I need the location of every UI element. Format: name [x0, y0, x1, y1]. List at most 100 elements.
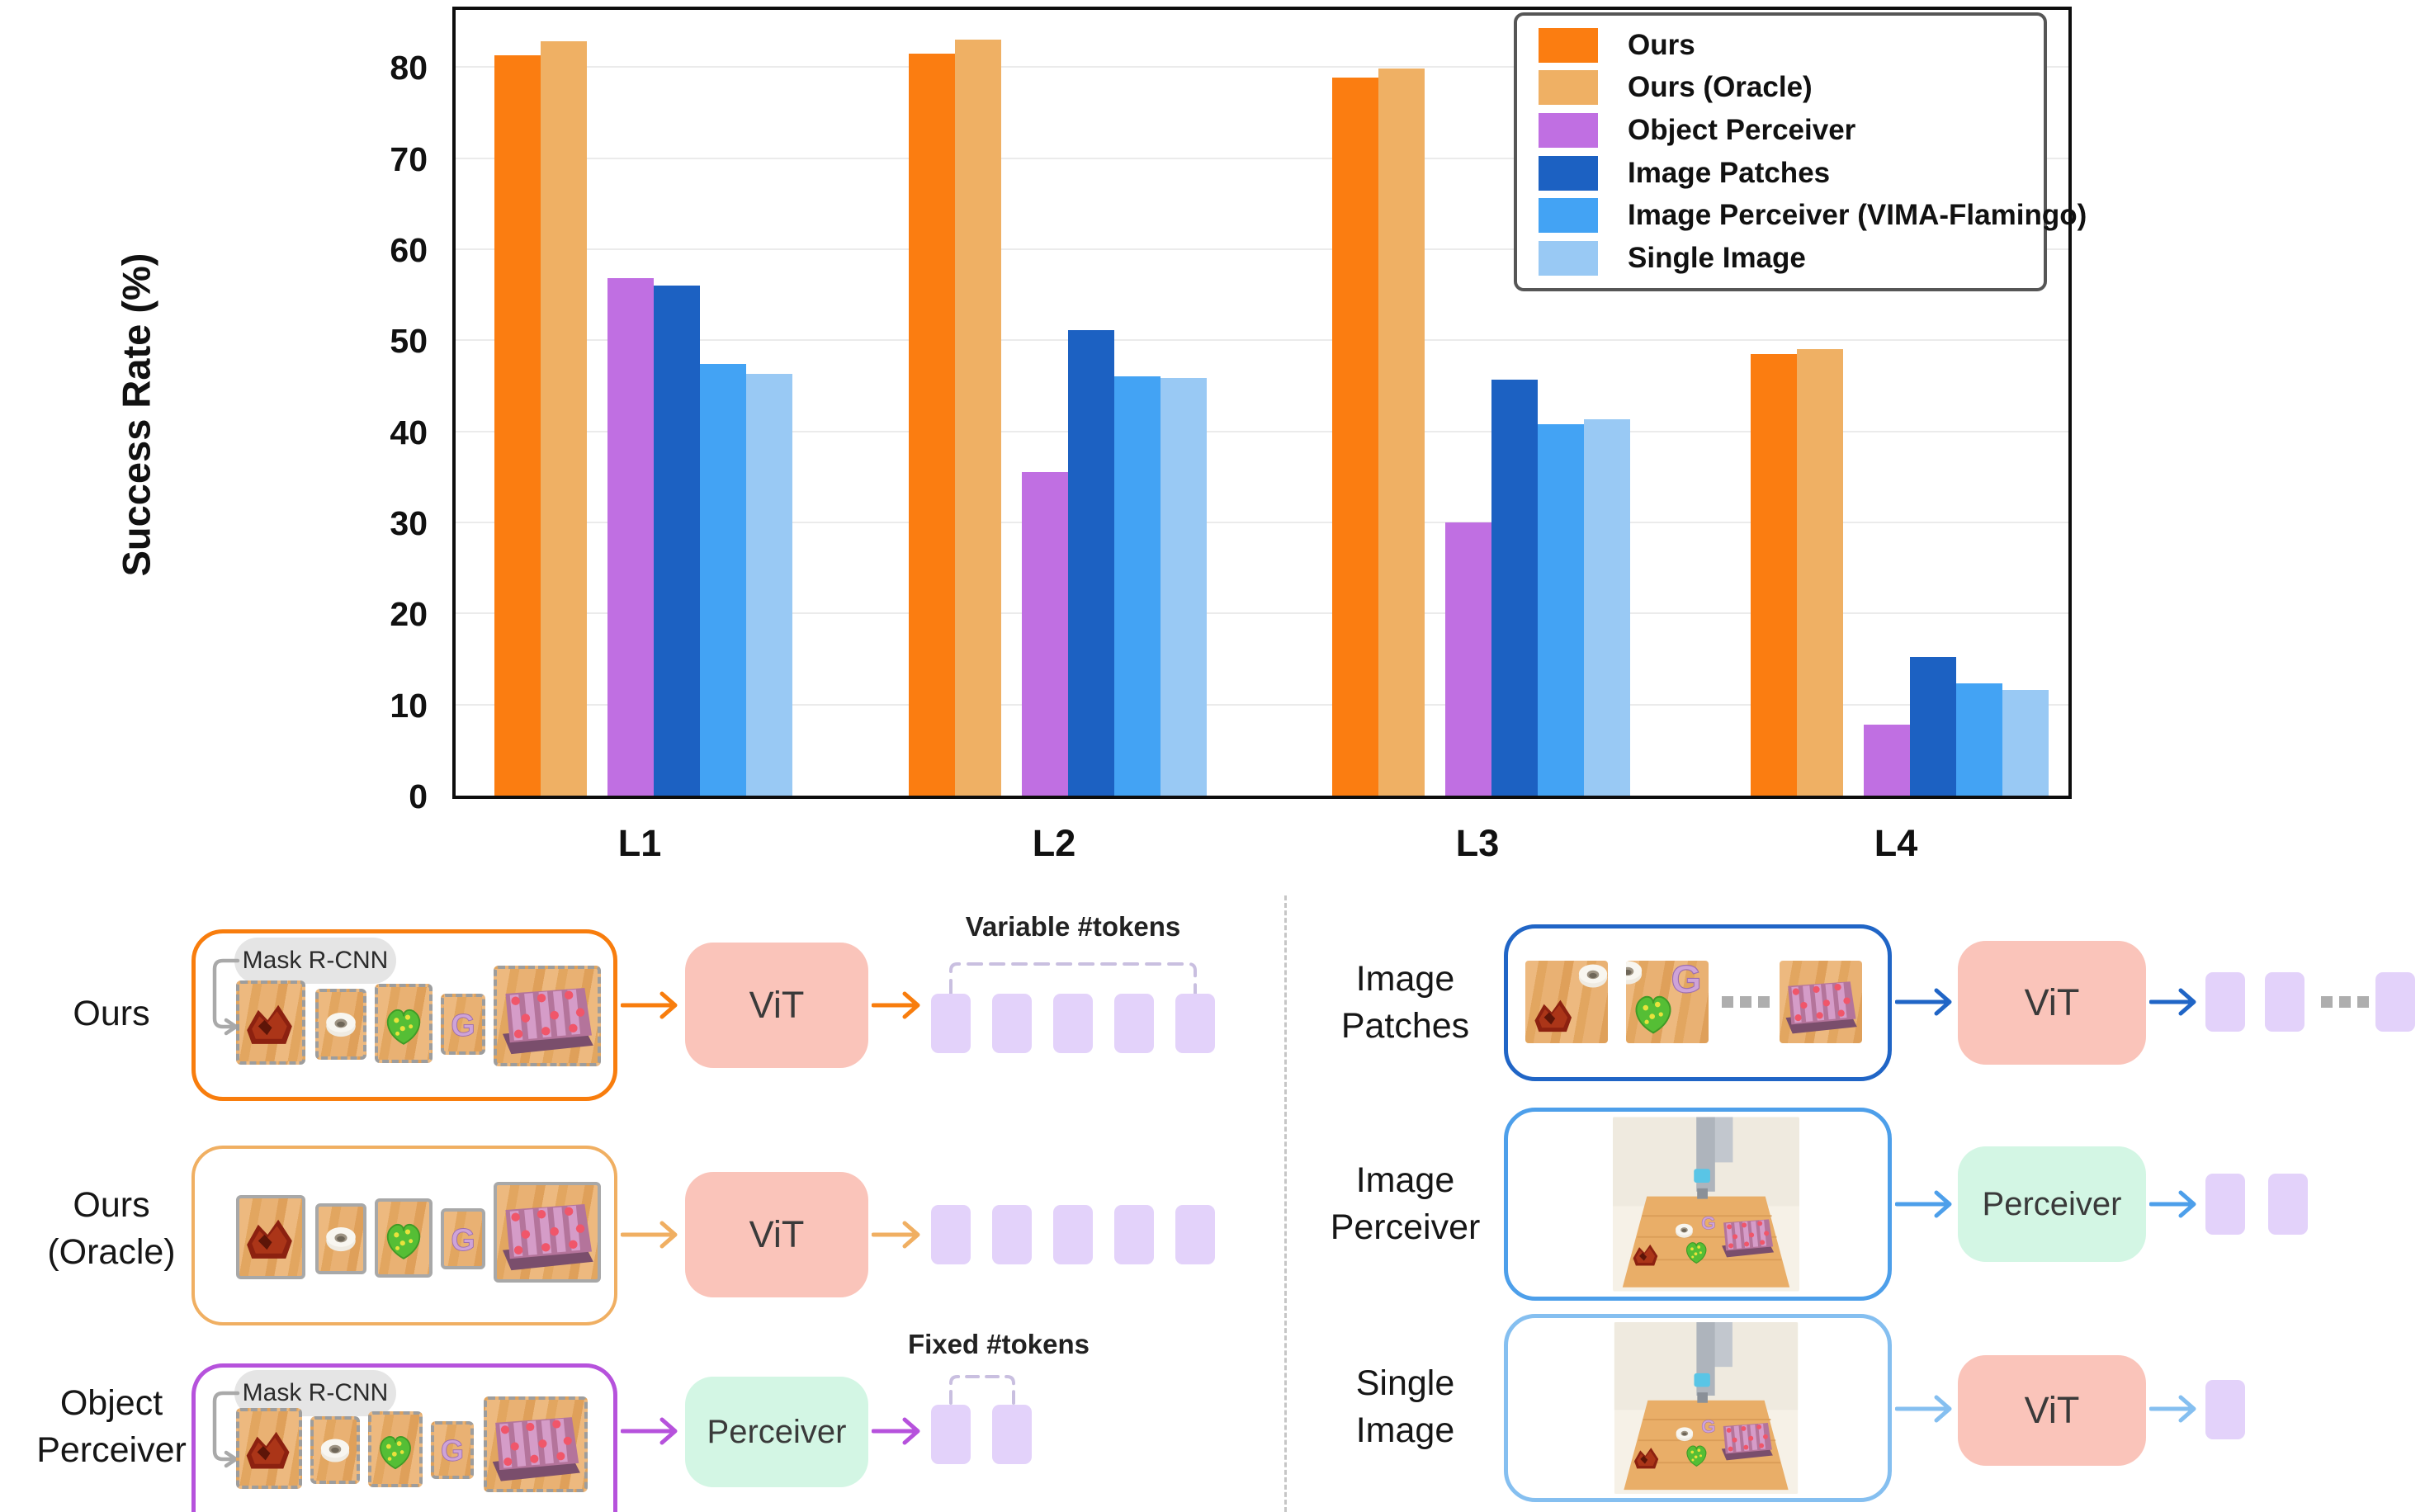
fixed-tokens-bracket-icon — [949, 1375, 1015, 1405]
patch-crop-icon — [1525, 961, 1608, 1043]
vit-block: ViT — [1958, 941, 2146, 1065]
bar-ours-l3 — [1332, 78, 1378, 796]
legend-label: Image Perceiver (VIMA-Flamingo) — [1628, 199, 2087, 232]
gridline — [456, 248, 2068, 250]
object-crop-red-block-icon — [236, 1195, 305, 1279]
bar-ours-oracle--l2 — [955, 40, 1001, 796]
perceiver-block: Perceiver — [1958, 1146, 2146, 1262]
arrow-icon — [621, 1417, 678, 1445]
arrow-icon — [621, 991, 678, 1019]
token — [1053, 994, 1093, 1053]
token — [2205, 1174, 2245, 1235]
variable-tokens-bracket-icon — [949, 962, 1197, 995]
object-crop-green-dice-icon — [368, 1411, 423, 1487]
token — [931, 1405, 971, 1464]
bar-ours-oracle--l3 — [1378, 69, 1425, 796]
bar-image-patches-l3 — [1491, 379, 1538, 796]
arrow-icon — [1895, 1190, 1952, 1218]
object-crop-pink-pallet-icon — [484, 1396, 588, 1492]
legend-label: Image Patches — [1628, 156, 1831, 189]
row-label-image-perceiver: Image Perceiver — [1330, 1160, 1481, 1247]
token — [1053, 1205, 1093, 1264]
legend-label: Single Image — [1628, 242, 1806, 275]
bar-image-perceiver-vima-flamingo--l3 — [1538, 423, 1584, 796]
bar-ours-l4 — [1751, 353, 1797, 796]
legend-label: Object Perceiver — [1628, 114, 1856, 147]
chart-legend: Ours Ours (Oracle) Object Perceiver Image P… — [1514, 12, 2087, 291]
token — [931, 1205, 971, 1264]
bar-image-patches-l4 — [1910, 657, 1956, 796]
object-crop-pink-pallet-icon — [494, 966, 601, 1066]
bar-single-image-l2 — [1161, 377, 1207, 796]
fixed-tokens-note: Fixed #tokens — [907, 1329, 1090, 1359]
bar-single-image-l1 — [746, 374, 792, 796]
ellipsis-icon — [2321, 996, 2369, 1008]
vit-block: ViT — [1958, 1355, 2146, 1466]
scene-image-icon — [1613, 1322, 1799, 1494]
token — [1114, 1205, 1154, 1264]
bar-object-perceiver-l3 — [1445, 522, 1491, 796]
y-tick-label: 20 — [390, 595, 428, 634]
token — [931, 994, 971, 1053]
bar-ours-l2 — [909, 53, 955, 796]
x-tick-label: L2 — [1032, 822, 1076, 864]
bar-ours-l1 — [494, 54, 541, 796]
x-tick-label: L3 — [1455, 822, 1500, 864]
gridline — [456, 612, 2068, 615]
legend-swatch-icon — [1539, 241, 1598, 276]
patch-crop-icon — [1780, 961, 1862, 1043]
token — [1114, 994, 1154, 1053]
gridline — [456, 430, 2068, 432]
bar-ours-oracle--l1 — [541, 41, 587, 796]
x-tick-label: L4 — [1874, 822, 1918, 864]
bar-ours-oracle--l4 — [1797, 349, 1843, 796]
object-crop-letter-g-icon — [441, 994, 485, 1055]
token — [992, 1205, 1032, 1264]
y-tick-label: 30 — [390, 503, 428, 542]
section-divider — [1284, 895, 1287, 1512]
gridline — [456, 66, 2068, 69]
object-crop-green-dice-icon — [375, 1198, 433, 1278]
row-label-ours-oracle: Ours (Oracle) — [47, 1185, 176, 1272]
bar-image-perceiver-vima-flamingo--l2 — [1114, 376, 1161, 796]
bar-single-image-l3 — [1584, 419, 1630, 796]
token — [2265, 972, 2304, 1032]
bar-image-patches-l1 — [654, 286, 700, 796]
object-crop-white-donut-icon — [310, 1416, 360, 1484]
bar-object-perceiver-l2 — [1022, 472, 1068, 796]
legend-label: Ours (Oracle) — [1628, 71, 1813, 104]
gridline — [456, 703, 2068, 706]
row-label-image-patches: Image Patches — [1340, 959, 1470, 1046]
bar-object-perceiver-l4 — [1864, 724, 1910, 796]
bar-object-perceiver-l1 — [607, 278, 654, 796]
object-crop-white-donut-icon — [315, 1203, 366, 1274]
token — [2205, 1380, 2245, 1439]
perceiver-block: Perceiver — [685, 1377, 868, 1487]
object-crop-white-donut-icon — [315, 989, 366, 1060]
legend-row: Object Perceiver — [1539, 113, 2044, 149]
object-crop-red-block-icon — [236, 980, 305, 1065]
scene-image-icon — [1613, 1116, 1799, 1292]
token — [1175, 1205, 1215, 1264]
y-tick-label: 80 — [390, 49, 428, 87]
x-tick-label: L1 — [617, 822, 662, 864]
legend-row: Single Image — [1539, 241, 2044, 276]
y-tick-label: 50 — [390, 322, 428, 361]
variable-tokens-note: Variable #tokens — [965, 911, 1181, 942]
object-crop-red-block-icon — [236, 1408, 302, 1489]
legend-swatch-icon — [1539, 70, 1598, 106]
object-crop-pink-pallet-icon — [494, 1182, 601, 1283]
vit-block: ViT — [685, 943, 868, 1068]
y-tick-label: 40 — [390, 413, 428, 451]
arrow-icon — [2149, 1395, 2196, 1423]
arrow-icon — [1895, 988, 1952, 1016]
token — [2205, 972, 2245, 1032]
gridline — [456, 157, 2068, 159]
row-label-object-perceiver: Object Perceiver — [36, 1383, 187, 1470]
object-crop-letter-g-icon — [441, 1208, 485, 1269]
legend-swatch-icon — [1539, 155, 1598, 191]
object-crop-green-dice-icon — [375, 984, 433, 1063]
success-rate-bar-chart: Success Rate (%) 0 10 20 30 40 50 60 70 80 L1 L2 L3… — [115, 7, 2087, 864]
legend-swatch-icon — [1539, 27, 1598, 63]
